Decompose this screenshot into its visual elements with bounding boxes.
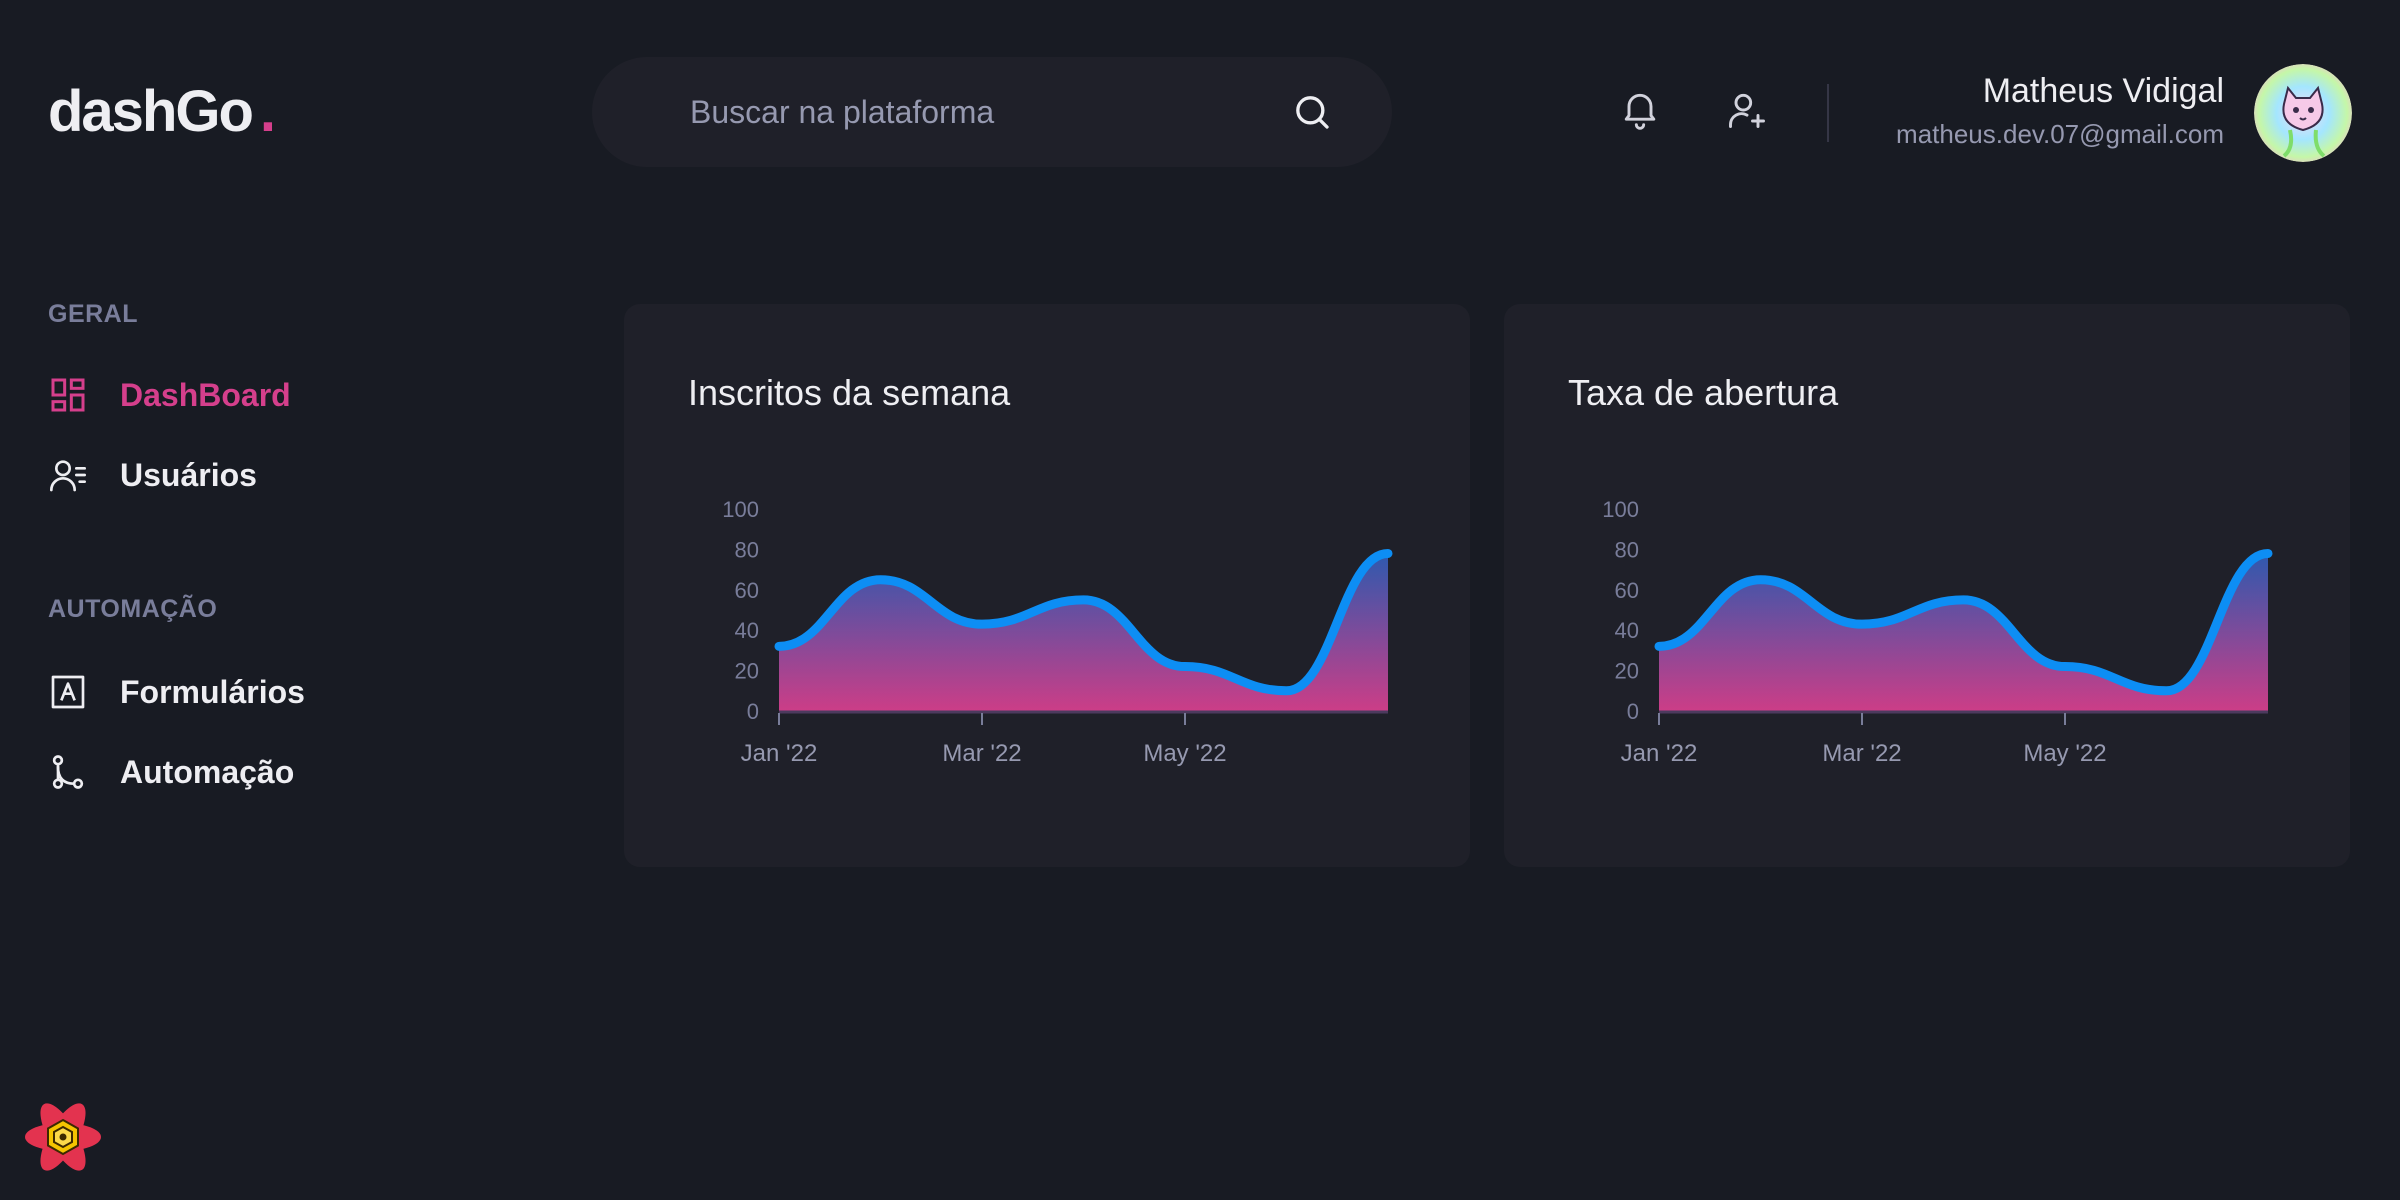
bell-icon[interactable] <box>1618 88 1662 132</box>
y-tick-label: 0 <box>1627 699 1639 724</box>
logo[interactable]: dashGo. <box>48 78 276 145</box>
y-tick-label: 80 <box>1615 537 1639 562</box>
dashboard-icon <box>51 378 85 412</box>
sidebar-item-label: Usuários <box>120 456 257 493</box>
react-query-devtools-button[interactable] <box>22 1096 104 1178</box>
y-tick-label: 0 <box>747 699 759 724</box>
y-tick-label: 60 <box>735 578 759 603</box>
chart-inscritos: 0 20 40 60 80 100 Jan '22 Mar '22 May '22 <box>722 497 1393 767</box>
users-icon <box>50 460 86 492</box>
form-icon <box>51 675 85 709</box>
sidebar-item-formularios[interactable]: Formulários <box>48 664 548 720</box>
sidebar-item-label: Formulários <box>120 673 305 710</box>
y-tick-label: 40 <box>735 618 759 643</box>
section-title: AUTOMAÇÃO <box>48 595 218 623</box>
y-tick-label: 100 <box>722 497 759 522</box>
chart-card-taxa: Taxa de abertura 0 20 40 60 80 100 Jan '22 Mar … <box>1504 304 2350 867</box>
section-title: GERAL <box>48 300 138 328</box>
search-input[interactable] <box>688 92 1292 132</box>
x-tick-label: Jan '22 <box>741 740 818 767</box>
y-tick-label: 40 <box>1615 618 1639 643</box>
sidebar-item-label: DashBoard <box>120 376 291 413</box>
user-name: Matheus Vidigal <box>1982 72 2224 110</box>
x-tick-label: May '22 <box>1143 740 1226 767</box>
logo-dot: . <box>259 79 276 144</box>
user-info: Matheus Vidigal matheus.dev.07@gmail.com <box>1896 68 2224 154</box>
sidebar-section-automacao: AUTOMAÇÃO Formulários Automação <box>48 595 548 800</box>
sidebar: GERAL DashBoard Usuários AUTOMAÇÃO <box>48 300 548 800</box>
user-add-icon[interactable] <box>1725 88 1769 132</box>
sidebar-section-geral: GERAL DashBoard Usuários <box>48 300 548 503</box>
y-tick-label: 80 <box>735 537 759 562</box>
chart-title: Inscritos da semana <box>688 372 1011 413</box>
sidebar-item-automacao[interactable]: Automação <box>48 744 548 800</box>
y-tick-label: 60 <box>1615 578 1639 603</box>
chart-area <box>779 553 1388 711</box>
logo-text: dashGo <box>48 79 254 144</box>
y-tick-label: 100 <box>1602 497 1639 522</box>
avatar[interactable] <box>2254 64 2352 162</box>
header-divider <box>1827 84 1829 142</box>
search-icon[interactable] <box>1292 92 1332 132</box>
user-email: matheus.dev.07@gmail.com <box>1896 119 2224 149</box>
react-logo-icon <box>25 1103 101 1171</box>
sidebar-item-label: Automação <box>120 753 295 790</box>
header: dashGo. Matheus Vidigal matheus.dev.07@g… <box>0 0 2400 230</box>
x-tick-label: Jan '22 <box>1621 740 1698 767</box>
sidebar-item-usuarios[interactable]: Usuários <box>48 447 548 503</box>
header-actions <box>1618 88 1769 132</box>
chart-line <box>774 548 1393 696</box>
search-bar[interactable] <box>592 57 1392 167</box>
y-tick-label: 20 <box>735 659 759 684</box>
chart-taxa: 0 20 40 60 80 100 Jan '22 Mar '22 May '22 <box>1602 497 2273 767</box>
chart-title: Taxa de abertura <box>1568 372 1839 413</box>
git-branch-icon <box>52 755 84 789</box>
x-tick-label: May '22 <box>2023 740 2106 767</box>
sidebar-item-dashboard[interactable]: DashBoard <box>48 367 548 423</box>
x-tick-label: Mar '22 <box>942 740 1021 767</box>
chart-card-inscritos: Inscritos da semana 0 20 40 60 80 100 Jan '22 M… <box>624 304 1470 867</box>
chart-area <box>1659 553 2268 711</box>
y-tick-label: 20 <box>1615 659 1639 684</box>
x-tick-label: Mar '22 <box>1822 740 1901 767</box>
chart-line <box>1654 548 2273 696</box>
